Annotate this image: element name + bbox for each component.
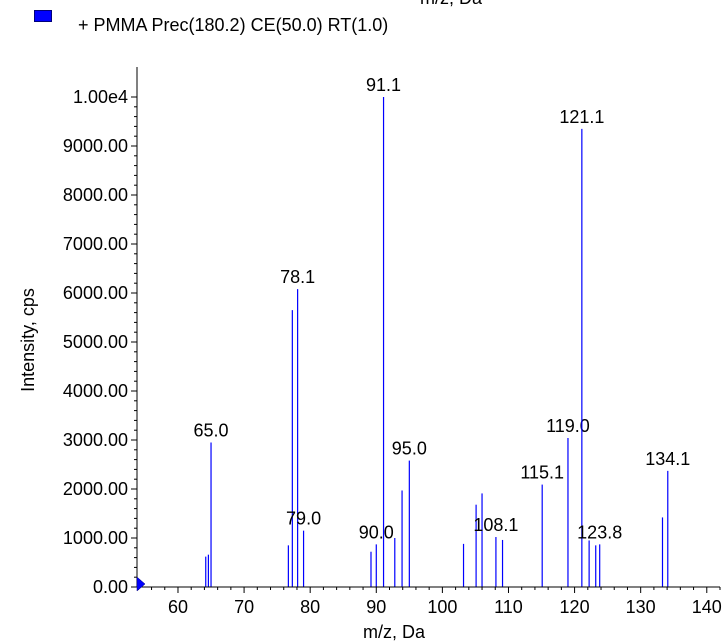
peak-label: 123.8 (577, 522, 622, 542)
peak-label: 121.1 (559, 107, 604, 127)
x-tick-label: 60 (168, 597, 188, 617)
y-axis-title: Intensity, cps (18, 288, 38, 392)
axes-layer: 0.00 1000.00 2000.00 3000.00 4000.00 5000.00 6… (63, 67, 722, 617)
y-tick-label: 3000.00 (63, 430, 128, 450)
x-tick-label: 130 (626, 597, 656, 617)
x-tick-label: 140 (692, 597, 722, 617)
y-tick-label: 2000.00 (63, 479, 128, 499)
peak-label: 65.0 (194, 420, 229, 440)
y-tick-label: 7000.00 (63, 234, 128, 254)
y-tick-label: 8000.00 (63, 185, 128, 205)
y-tick-label: 9000.00 (63, 136, 128, 156)
peak-label: 90.0 (359, 522, 394, 542)
peak-label: 134.1 (645, 449, 690, 469)
peaks-layer: 65.0 78.1 79.0 90.0 91.1 95.0 108.1 115.1 119.0 1… (194, 75, 690, 587)
peak-label: 95.0 (392, 439, 427, 459)
peak-label: 119.0 (546, 416, 590, 436)
x-tick-label: 80 (300, 597, 320, 617)
x-tick-label: 90 (366, 597, 386, 617)
y-tick-label: 4000.00 (63, 381, 128, 401)
y-tick-label: 1000.00 (63, 528, 128, 548)
peak-label: 115.1 (520, 463, 564, 483)
x-axis-title: m/z, Da (363, 622, 426, 642)
top-x-axis-title: m/z, Da (420, 0, 482, 9)
y-tick-label: 5000.00 (63, 332, 128, 352)
peak-label: 78.1 (280, 267, 315, 287)
legend: + PMMA Prec(180.2) CE(50.0) RT(1.0) (34, 0, 534, 40)
legend-swatch (34, 10, 52, 22)
peak-label: 108.1 (473, 515, 518, 535)
baseline-marker-icon (136, 576, 146, 592)
x-tick-label: 70 (234, 597, 254, 617)
x-tick-label: 120 (560, 597, 590, 617)
peak-label: 79.0 (286, 509, 321, 529)
y-tick-label: 0.00 (93, 577, 128, 597)
legend-label: + PMMA Prec(180.2) CE(50.0) RT(1.0) (78, 15, 389, 35)
x-tick-label: 110 (494, 597, 523, 617)
y-tick-label: 6000.00 (63, 283, 128, 303)
peak-label: 91.1 (366, 75, 401, 95)
x-tick-label: 100 (427, 597, 457, 617)
y-tick-label: 1.00e4 (73, 87, 128, 107)
